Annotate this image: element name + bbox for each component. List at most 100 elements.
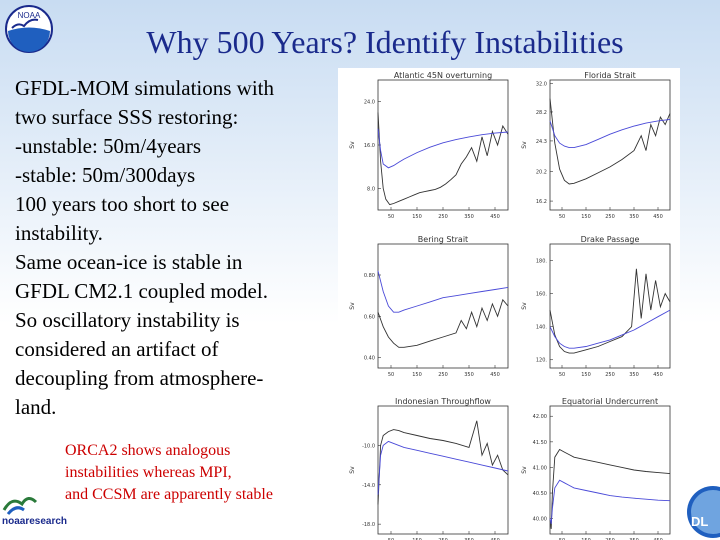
x-tick-label: 50 [388, 538, 394, 540]
y-axis-label: Sv [521, 302, 528, 310]
panel-title: Drake Passage [581, 235, 640, 244]
x-tick-label: 150 [581, 372, 591, 378]
x-tick-label: 450 [653, 538, 663, 540]
y-tick-label: 28.2 [536, 110, 547, 116]
y-tick-label: 32.0 [536, 82, 547, 88]
x-tick-label: 350 [464, 372, 474, 378]
x-tick-label: 250 [438, 372, 448, 378]
x-tick-label: 350 [629, 372, 639, 378]
slide-title: Why 500 Years? Identify Instabilities [146, 24, 624, 60]
body-line: GFDL-MOM simulations with [15, 76, 275, 100]
x-tick-label: 350 [464, 538, 474, 540]
x-tick-label: 450 [490, 538, 500, 540]
x-tick-label: 250 [438, 538, 448, 540]
noaa-research-logo: noaaresearch [2, 497, 67, 527]
x-tick-label: 450 [490, 372, 500, 378]
y-tick-label: 140. [536, 325, 548, 331]
x-tick-label: 50 [559, 214, 565, 220]
x-tick-label: 250 [605, 214, 615, 220]
unstable-series-line [377, 112, 509, 206]
note-line: ORCA2 shows analogous [65, 442, 231, 459]
y-tick-label: 16.2 [536, 199, 547, 205]
x-tick-label: 350 [629, 214, 639, 220]
x-tick-label: 450 [490, 214, 500, 220]
y-tick-label: -10.0 [362, 443, 375, 449]
x-tick-label: 50 [559, 372, 565, 378]
stable-series-line [549, 309, 671, 349]
y-tick-label: 8.0 [367, 186, 375, 192]
y-tick-label: 16.0 [364, 143, 375, 149]
x-tick-label: 50 [388, 372, 394, 378]
x-tick-label: 50 [559, 538, 565, 540]
unstable-series-line [549, 98, 671, 185]
x-tick-label: 250 [605, 538, 615, 540]
y-tick-label: 41.50 [533, 440, 547, 446]
y-tick-label: 180. [536, 259, 548, 265]
noaa-logo-text: NOAA [18, 11, 41, 20]
panel-title: Equatorial Undercurrent [562, 397, 658, 406]
stable-series-line [549, 479, 671, 524]
body-line: Same ocean-ice is stable in [15, 250, 243, 274]
panel-frame [377, 79, 509, 211]
panel-frame [377, 405, 509, 535]
y-tick-label: 20.2 [536, 169, 547, 175]
body-line: So oscillatory instability is [15, 308, 240, 332]
y-tick-label: -14.0 [362, 483, 375, 489]
y-tick-label: 24.0 [364, 100, 375, 106]
stable-series-line [549, 118, 671, 149]
body-line: decoupling from atmosphere- [15, 366, 264, 390]
gfdl-logo: DL [687, 486, 720, 538]
stable-series-line [377, 128, 509, 169]
y-axis-label: Sv [349, 302, 356, 310]
body-line: land. [15, 395, 57, 419]
panel-frame [549, 79, 671, 211]
body-line: considered an artifact of [15, 337, 219, 361]
instability-figure: Atlantic 45N overturning 8.0 16.0 24.0 Sv 50 1… [338, 68, 680, 540]
panel-frame [549, 243, 671, 369]
note-line: instabilities whereas MPI, [65, 464, 232, 481]
body-line: instability. [15, 221, 103, 245]
y-axis-label: Sv [521, 466, 528, 474]
panel-frame [377, 243, 509, 369]
unstable-series-line [549, 268, 671, 354]
noaa-research-text: noaaresearch [2, 516, 67, 527]
y-tick-label: 160. [536, 292, 548, 298]
panel-title: Florida Strait [584, 71, 636, 80]
x-tick-label: 350 [629, 538, 639, 540]
panel-frame [549, 405, 671, 535]
y-axis-label: Sv [349, 141, 356, 149]
x-tick-label: 50 [388, 214, 394, 220]
panel-title: Indonesian Throughflow [395, 397, 491, 406]
x-tick-label: 150 [581, 538, 591, 540]
unstable-series-line [549, 448, 671, 529]
y-tick-label: 120. [536, 358, 548, 364]
stable-series-line [377, 440, 509, 495]
body-text: GFDL-MOM simulations with two surface SS… [15, 74, 340, 422]
noaa-logo: NOAA [5, 5, 53, 53]
y-axis-label: Sv [349, 466, 356, 474]
x-tick-label: 250 [438, 214, 448, 220]
note-line: and CCSM are apparently stable [65, 486, 273, 503]
x-tick-label: 150 [412, 538, 422, 540]
x-tick-label: 150 [581, 214, 591, 220]
x-tick-label: 250 [605, 372, 615, 378]
x-tick-label: 450 [653, 214, 663, 220]
stable-series-line [377, 270, 509, 313]
panel-title: Atlantic 45N overturning [394, 71, 492, 80]
y-tick-label: 0.40 [364, 356, 375, 362]
gfdl-logo-text: DL [691, 514, 708, 529]
body-line: -unstable: 50m/4years [15, 134, 202, 158]
unstable-series-line [377, 298, 509, 348]
x-tick-label: 350 [464, 214, 474, 220]
y-tick-label: 0.80 [364, 273, 375, 279]
y-axis-label: Sv [521, 141, 528, 149]
y-tick-label: 0.60 [364, 314, 375, 320]
unstable-series-line [377, 420, 509, 505]
x-tick-label: 450 [653, 372, 663, 378]
body-line: two surface SSS restoring: [15, 105, 239, 129]
y-tick-label: -18.0 [362, 522, 375, 528]
panel-title: Bering Strait [418, 235, 468, 244]
y-tick-label: 40.00 [533, 517, 547, 523]
y-tick-label: 24.3 [536, 139, 547, 145]
body-line: GFDL CM2.1 coupled model. [15, 279, 268, 303]
